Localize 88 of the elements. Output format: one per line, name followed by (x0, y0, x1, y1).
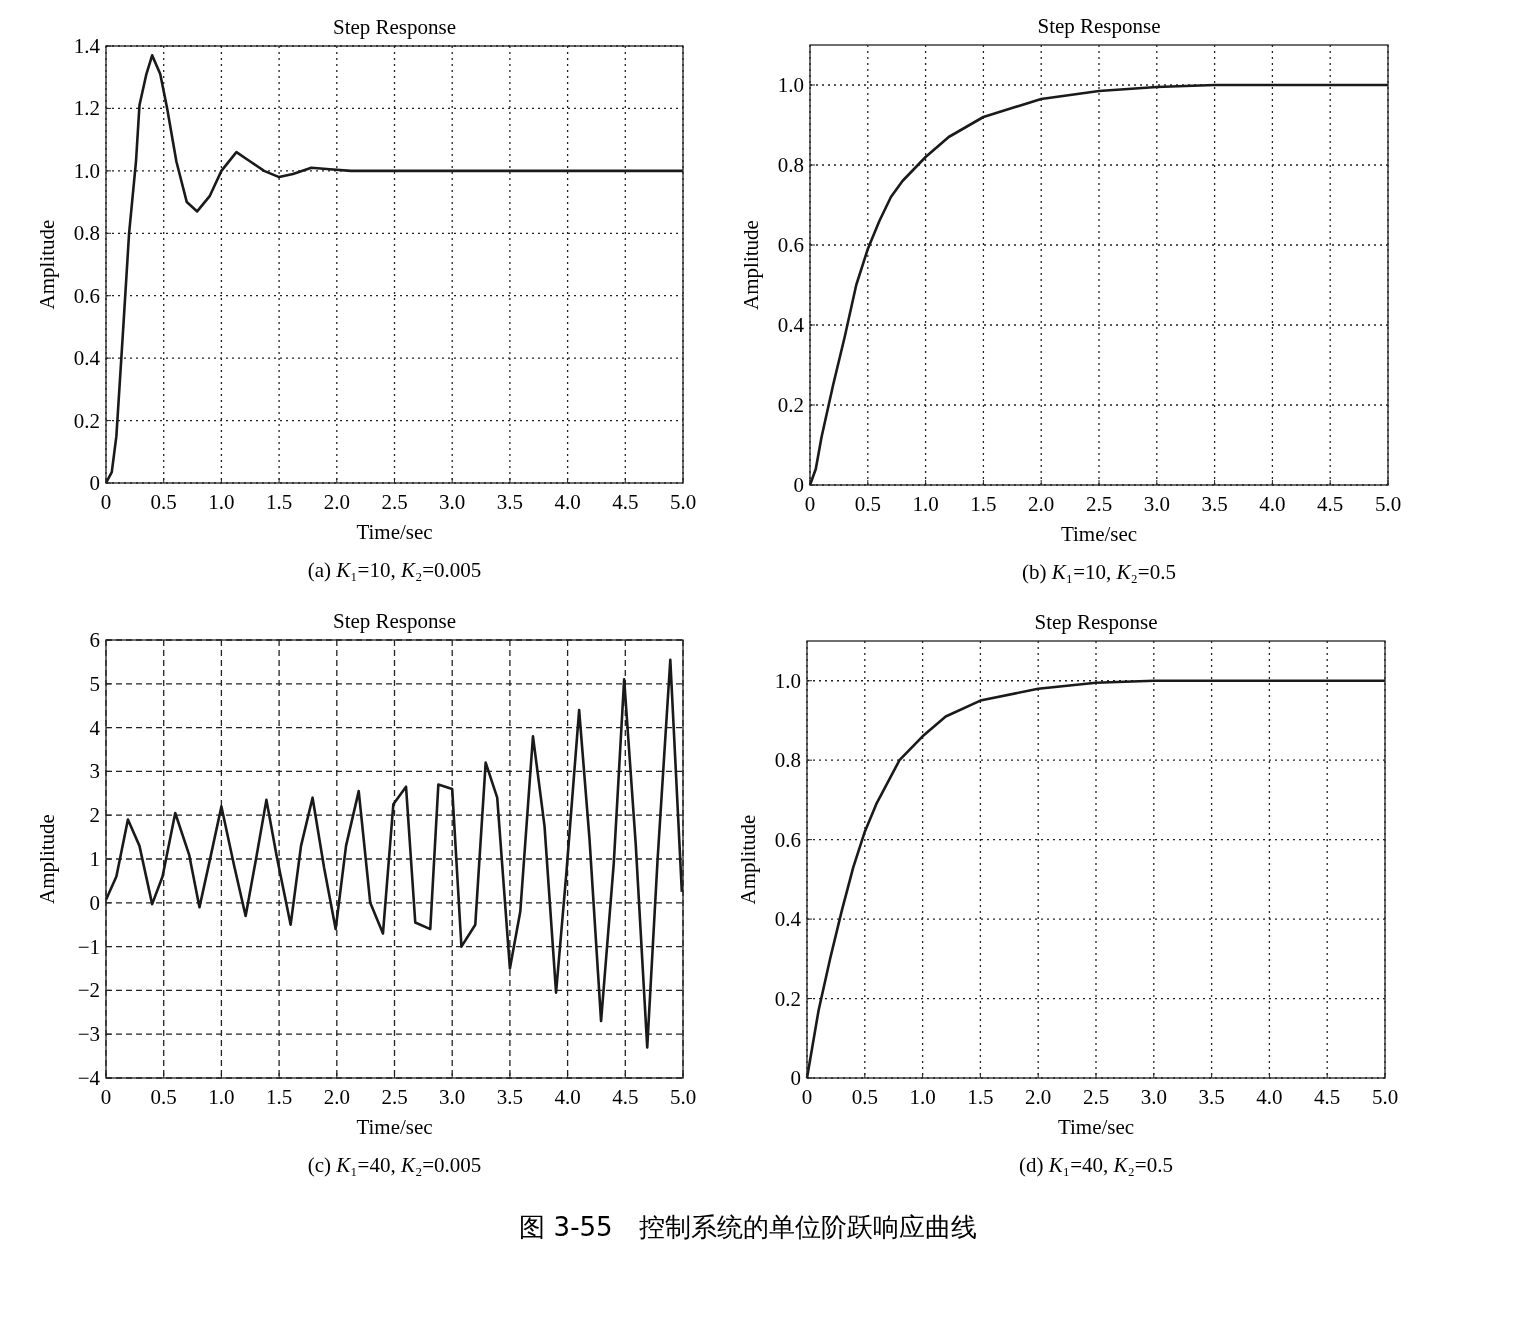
chart-title: Step Response (1034, 610, 1158, 634)
x-tick-label: 5.0 (669, 1085, 697, 1109)
x-tick-label: 2.0 (323, 1085, 350, 1109)
text: (d) K₁=40, K₂=0.5 (1019, 1153, 1173, 1177)
y-axis-title: Amplitude (35, 814, 59, 904)
y-tick-label: 5 (89, 671, 100, 696)
x-axis-title: Time/sec (1057, 1115, 1135, 1139)
x-tick-label: 5.0 (1374, 492, 1402, 516)
x-tick-label: 3.5 (1198, 1085, 1225, 1109)
x-tick-label: 0.5 (851, 1085, 878, 1109)
x-tick-label: 3.0 (1143, 492, 1170, 516)
x-tick-label: 3.5 (496, 490, 524, 514)
y-tick-label: 0 (89, 890, 100, 915)
y-tick-label: −3 (77, 1022, 100, 1047)
y-axis-title: Amplitude (35, 219, 59, 310)
y-tick-label: 0.2 (774, 986, 801, 1011)
chart-title: Step Response (332, 609, 457, 633)
x-tick-label: 3.0 (439, 490, 466, 514)
y-tick-label: 0.8 (774, 748, 801, 773)
y-tick-label: 1 (89, 847, 100, 871)
y-tick-label: −4 (77, 1066, 101, 1090)
x-tick-label: 0.5 (854, 492, 881, 516)
y-tick-label: 1.0 (774, 668, 801, 693)
x-tick-label: 4.0 (1256, 1085, 1283, 1109)
y-tick-label: 4 (89, 715, 101, 740)
text: (a) K₁=10, K₂=0.005 (307, 558, 482, 582)
y-tick-label: 0 (790, 1066, 801, 1090)
y-tick-label: 0.4 (774, 907, 802, 932)
y-tick-label: 0.6 (774, 827, 801, 852)
x-tick-label: 3.5 (1201, 492, 1228, 516)
x-tick-label: 1.0 (208, 490, 235, 514)
y-tick-label: 0.6 (73, 283, 100, 308)
chart-title: Step Response (332, 15, 457, 39)
y-tick-label: 0.2 (777, 393, 804, 417)
x-tick-label: 0.5 (150, 1085, 177, 1109)
y-tick-label: 1.0 (73, 158, 100, 183)
x-tick-label: 2.0 (1025, 1085, 1052, 1109)
text: (b) K₁=10, K₂=0.5 (1022, 560, 1176, 584)
y-tick-label: 1.0 (777, 73, 804, 97)
x-tick-label: 3.5 (496, 1085, 524, 1109)
x-tick-label: 4.0 (554, 1085, 581, 1109)
x-tick-label: 4.5 (612, 1085, 639, 1109)
text: (c) K₁=40, K₂=0.005 (307, 1153, 482, 1177)
x-tick-label: 2.0 (323, 490, 350, 514)
x-tick-label: 4.5 (612, 490, 639, 514)
y-tick-label: 1.2 (73, 96, 100, 121)
x-tick-label: 1.5 (967, 1085, 994, 1109)
x-axis-title: Time/sec (1060, 522, 1138, 546)
y-tick-label: 2 (89, 803, 100, 828)
y-axis-title: Amplitude (736, 814, 760, 905)
x-tick-label: 1.0 (909, 1085, 936, 1109)
x-axis-title: Time/sec (356, 520, 433, 544)
y-tick-label: 0.4 (777, 313, 805, 337)
x-tick-label: 1.0 (208, 1085, 235, 1109)
caption: 图 3-55 控制系统的单位阶跃响应曲线 (519, 1212, 977, 1242)
y-tick-label: 0.8 (73, 221, 100, 246)
x-tick-label: 2.5 (381, 1085, 408, 1109)
y-tick-label: 0.4 (73, 346, 101, 371)
x-tick-label: 4.5 (1317, 492, 1344, 516)
x-tick-label: 1.5 (265, 490, 293, 514)
x-tick-label: 2.0 (1028, 492, 1055, 516)
y-tick-label: 1.4 (73, 34, 101, 58)
x-tick-label: 5.0 (669, 490, 697, 514)
x-tick-label: 4.0 (1259, 492, 1286, 516)
x-tick-label: 1.5 (970, 492, 997, 516)
x-tick-label: 0.5 (150, 490, 177, 514)
x-tick-label: 4.5 (1314, 1085, 1341, 1109)
x-tick-label: 2.5 (1085, 492, 1113, 516)
x-tick-label: 3.0 (1140, 1085, 1167, 1109)
x-tick-label: 5.0 (1371, 1085, 1399, 1109)
y-tick-label: 0 (793, 473, 804, 497)
x-tick-label: 3.0 (439, 1085, 466, 1109)
x-tick-label: 2.5 (381, 490, 408, 514)
x-tick-label: 1.0 (912, 492, 939, 516)
y-tick-label: −2 (77, 978, 100, 1003)
x-tick-label: 2.5 (1082, 1085, 1110, 1109)
x-tick-label: 1.5 (265, 1085, 293, 1109)
y-axis-title: Amplitude (739, 220, 763, 310)
x-axis-title: Time/sec (356, 1115, 433, 1139)
y-tick-label: 0.6 (777, 233, 804, 257)
y-tick-label: −1 (77, 934, 100, 959)
y-tick-label: 3 (89, 759, 100, 784)
y-tick-label: 0 (89, 471, 100, 495)
y-tick-label: 6 (89, 628, 100, 652)
x-tick-label: 4.0 (554, 490, 581, 514)
y-tick-label: 0.8 (777, 153, 804, 177)
chart-title: Step Response (1037, 14, 1161, 38)
y-tick-label: 0.2 (73, 408, 100, 433)
